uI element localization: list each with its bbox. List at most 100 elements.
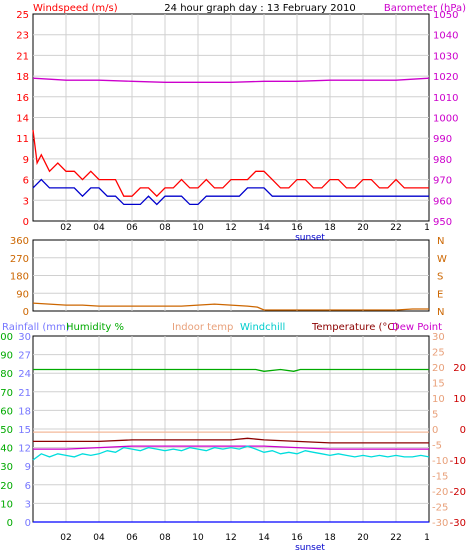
compass-tick-label: N [437,236,444,247]
barometer-tick-label: 990 [433,134,452,145]
indoor-temp-tick-label: 25 [432,348,445,359]
rainfall-tick-label: 24 [18,369,31,380]
humidity-line [33,368,429,372]
x-tick-label-top: 22 [390,223,401,233]
windspeed-tick-label: 14 [16,114,29,125]
x-tick-label-bottom: 20 [357,533,369,543]
rainfall-tick-label: 6 [25,481,31,492]
windchill-line [32,445,430,461]
barometer-tick-label: 970 [433,176,452,187]
indoor-temp-tick-label: 5 [432,410,438,421]
windspeed-axis-title: Windspeed (m/s) [33,3,118,14]
humidity-tick-label: 30 [0,462,13,473]
rainfall-tick-label: 30 [18,332,31,343]
sunset-label-bottom: sunset [295,543,325,553]
barometer-tick-label: 960 [433,196,452,207]
indoor-temp-tick-label: 10 [432,394,445,405]
humidity-tick-label: 70 [0,388,13,399]
humidity-tick-label: 10 [0,499,13,510]
x-tick-label-top: 16 [291,223,303,233]
direction-tick-label: 180 [10,272,29,283]
barometer-tick-label: 1010 [433,93,458,104]
x-tick-label-top: 08 [159,223,171,233]
humidity-tick-label: 80 [0,369,13,380]
x-tick-label-bottom: 14 [258,533,270,543]
compass-tick-label: W [437,254,447,265]
sunset-label-top: sunset [295,233,325,243]
compass-tick-label: E [437,289,443,300]
windspeed-tick-label: 11 [16,134,29,145]
temperature-label: Temperature (°C) [311,322,398,333]
chart-title: 24 hour graph day : 13 February 2010 [164,3,355,14]
dew-point-line [33,445,429,450]
temperature-line [33,437,429,444]
direction-tick-label: 270 [10,254,29,265]
x-tick-label-top: 12 [225,223,236,233]
x-tick-label-bottom: 06 [126,533,138,543]
wind_avg-line [32,178,429,206]
indoor-temp-label: Indoor temp [172,322,233,333]
rainfall-tick-label: 18 [18,406,31,417]
rainfall-tick-label: 15 [18,425,31,436]
barometer-tick-label: 1000 [433,114,458,125]
windspeed-tick-label: 16 [16,93,29,104]
dew-point-label: Dew Point [392,322,442,333]
windspeed-tick-label: 0 [23,217,29,228]
x-tick-label-top: 04 [93,223,105,233]
rainfall-tick-label: 21 [18,388,31,399]
compass-tick-label: N [437,307,444,318]
x-tick-label-bottom: 22 [390,533,401,543]
direction-tick-label: 0 [23,307,29,318]
direction-tick-label: 360 [10,236,29,247]
humidity-tick-label: 100 [0,332,13,343]
rainfall-tick-label: 0 [25,518,31,529]
wind-direction-line [32,302,429,311]
windspeed-tick-label: 3 [23,196,29,207]
humidity-tick-label: 20 [0,481,13,492]
x-tick-label-bottom: 18 [324,533,336,543]
x-tick-label-top: 02 [60,223,71,233]
x-tick-label-top: 06 [126,223,138,233]
barometer-tick-label: 1030 [433,51,458,62]
temperature-tick-label: 0 [460,425,466,436]
indoor-temp-tick-label: 30 [432,332,445,343]
compass-tick-label: S [437,272,443,283]
humidity-tick-label: 0 [7,518,13,529]
rainfall-tick-label: 27 [18,351,31,362]
rainfall-tick-label: 12 [18,444,31,455]
direction-tick-label: 90 [16,289,29,300]
barometer-tick-label: 1020 [433,72,458,83]
windspeed-tick-label: 9 [23,155,29,166]
temperature-tick-label: -10 [450,456,466,467]
temperature-tick-label: -30 [450,518,466,529]
barometer-tick-label: 1040 [433,31,458,42]
x-tick-label-bottom-end: 1 [424,533,430,543]
x-tick-label-bottom: 04 [93,533,105,543]
barometer-tick-label: 1050 [433,10,458,21]
x-tick-label-bottom: 10 [192,533,204,543]
x-tick-label-top: 18 [324,223,336,233]
barometer-line [32,77,430,83]
windspeed-tick-label: 21 [16,51,29,62]
indoor-temp-tick-label: -10 [432,456,448,467]
rainfall-tick-label: 3 [25,499,31,510]
humidity-tick-label: 60 [0,406,13,417]
x-tick-label-top: 14 [258,223,270,233]
x-tick-label-top-end: 1 [424,223,430,233]
barometer-tick-label: 980 [433,155,452,166]
rainfall-tick-label: 9 [25,462,31,473]
x-tick-label-top: 10 [192,223,204,233]
indoor-temp-tick-label: 0 [432,425,438,436]
temperature-tick-label: -20 [450,487,466,498]
windspeed-tick-label: 6 [23,176,29,187]
x-tick-label-bottom: 12 [225,533,236,543]
humidity-tick-label: 50 [0,425,13,436]
barometer-tick-label: 950 [433,217,452,228]
data-series [32,77,430,523]
windchill-label: Windchill [240,322,285,333]
indoor-temp-tick-label: -15 [432,472,448,483]
indoor-temp-tick-label: 20 [432,363,445,374]
windspeed-tick-label: 18 [16,72,29,83]
temperature-tick-label: 10 [453,394,466,405]
